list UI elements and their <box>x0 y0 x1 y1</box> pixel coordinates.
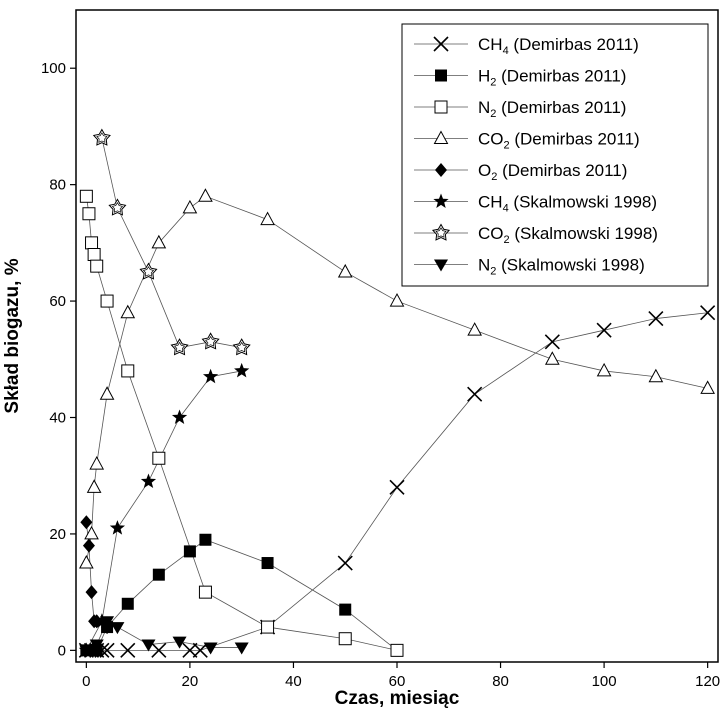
y-tick-label: 60 <box>49 293 66 310</box>
data-point <box>262 557 274 569</box>
data-point <box>649 312 663 326</box>
data-point <box>83 539 95 553</box>
data-point <box>199 534 211 546</box>
data-point <box>199 189 212 201</box>
data-point <box>339 633 351 645</box>
data-point <box>235 642 249 654</box>
data-point <box>122 598 134 610</box>
data-point <box>86 585 98 599</box>
data-point <box>262 621 274 633</box>
data-point <box>80 190 92 202</box>
legend-label: N2 (Skalmowski 1998) <box>478 256 645 278</box>
legend-label: CO2 (Demirbas 2011) <box>478 130 640 152</box>
x-tick-label: 40 <box>285 673 302 690</box>
legend-label: H2 (Demirbas 2011) <box>478 67 626 89</box>
legend-marker <box>435 101 447 113</box>
y-tick-label: 0 <box>58 642 66 659</box>
data-point <box>203 333 219 348</box>
data-point <box>80 556 93 568</box>
data-point <box>390 480 404 494</box>
data-point <box>701 306 715 320</box>
series-line <box>86 313 707 651</box>
y-axis-title: Skład biogazu, % <box>2 258 23 413</box>
data-point <box>88 249 100 261</box>
y-tick-label: 100 <box>41 60 66 77</box>
legend-box <box>402 24 708 286</box>
data-point <box>203 369 218 383</box>
x-axis-title: Czas, miesiąc <box>335 688 460 709</box>
data-point <box>80 515 92 529</box>
series-line <box>86 196 397 650</box>
data-point <box>391 644 403 656</box>
data-point <box>153 452 165 464</box>
data-point <box>88 480 101 492</box>
data-point <box>234 339 250 354</box>
legend-marker <box>435 70 447 82</box>
series-line <box>86 371 241 650</box>
data-point <box>171 339 187 354</box>
x-tick-label: 0 <box>82 673 90 690</box>
data-point <box>109 199 125 214</box>
data-point <box>91 260 103 272</box>
data-point <box>468 387 482 401</box>
legend-label: O2 (Demirbas 2011) <box>478 161 627 183</box>
x-tick-label: 120 <box>695 673 720 690</box>
data-point <box>339 604 351 616</box>
data-point <box>545 335 559 349</box>
data-point <box>649 370 662 382</box>
data-point <box>121 306 134 318</box>
data-point <box>199 586 211 598</box>
data-point <box>94 130 110 145</box>
data-point <box>83 208 95 220</box>
data-point <box>184 545 196 557</box>
data-point <box>468 323 481 335</box>
data-point <box>339 265 352 277</box>
data-point <box>101 295 113 307</box>
legend: CH4 (Demirbas 2011) H2 (Demirbas 2011) N2 … <box>402 24 708 286</box>
x-tick-label: 100 <box>592 673 617 690</box>
y-tick-label: 20 <box>49 526 66 543</box>
y-tick-label: 80 <box>49 177 66 194</box>
data-point <box>90 457 103 469</box>
data-point <box>338 556 352 570</box>
data-point <box>141 474 156 488</box>
legend-label: N2 (Demirbas 2011) <box>478 98 626 120</box>
data-point <box>172 410 187 424</box>
data-point <box>110 520 125 534</box>
x-tick-label: 80 <box>492 673 509 690</box>
data-point <box>153 569 165 581</box>
data-point <box>183 201 196 213</box>
data-point <box>86 237 98 249</box>
data-point <box>140 263 156 278</box>
data-point <box>261 213 274 225</box>
data-point <box>597 323 611 337</box>
x-tick-label: 20 <box>182 673 199 690</box>
y-tick-label: 40 <box>49 410 66 427</box>
data-point <box>122 365 134 377</box>
data-point <box>391 294 404 306</box>
data-point <box>546 352 559 364</box>
data-point <box>101 387 114 399</box>
legend-label: CH4 (Demirbas 2011) <box>478 35 639 57</box>
data-point <box>234 363 249 377</box>
